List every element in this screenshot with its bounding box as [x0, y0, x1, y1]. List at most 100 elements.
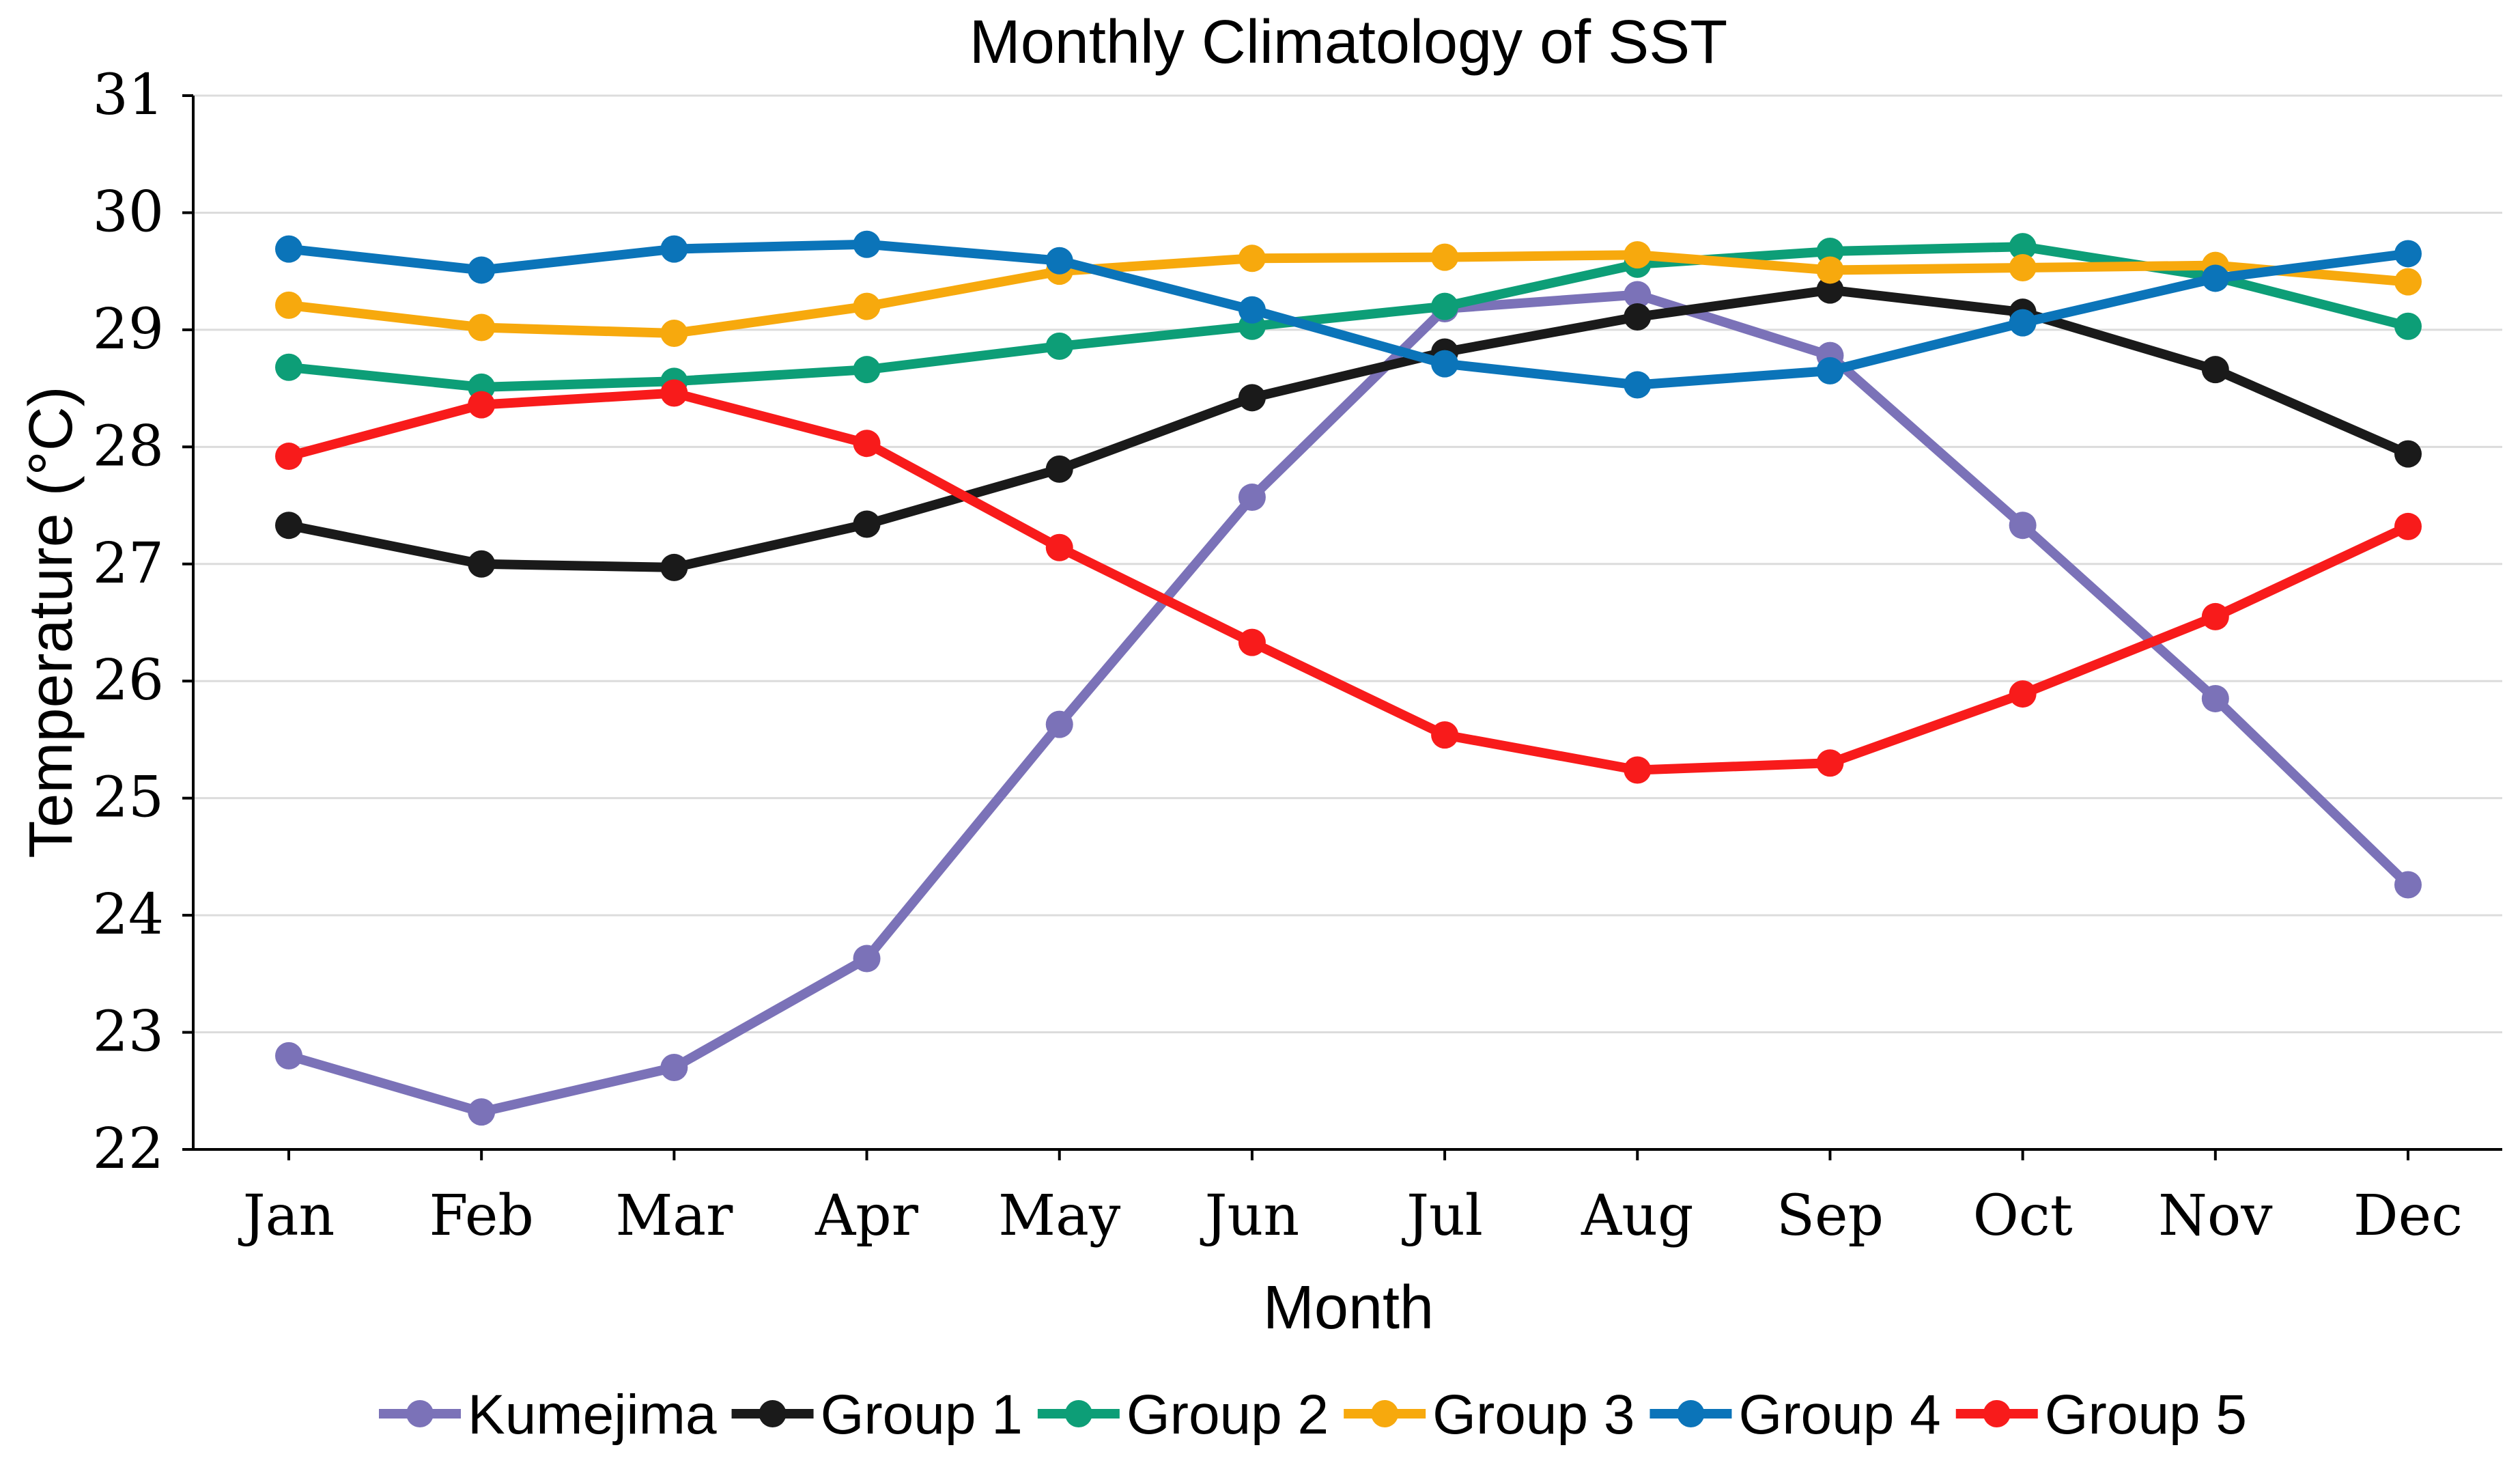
x-tick-label: Dec — [2353, 1184, 2463, 1248]
series-group-1 — [275, 276, 2422, 581]
data-point-group-1 — [853, 510, 881, 538]
series-line-kumejima — [284, 290, 2413, 1117]
data-point-group-3 — [2009, 254, 2037, 282]
y-tick-label: 26 — [93, 648, 164, 713]
data-point-group-5 — [853, 430, 881, 458]
legend-swatch-marker — [759, 1400, 787, 1427]
data-point-group-3 — [660, 320, 688, 348]
data-point-group-1 — [660, 553, 688, 581]
x-tick-label: Oct — [1973, 1184, 2073, 1248]
data-point-group-3 — [1238, 244, 1266, 273]
x-tick-label: Jun — [1200, 1184, 1300, 1248]
x-tick-label: Feb — [429, 1184, 533, 1248]
y-tick-label: 30 — [93, 180, 164, 244]
axes — [192, 96, 2502, 1151]
x-tick-label: Aug — [1581, 1184, 1694, 1248]
y-tick-label: 27 — [93, 531, 164, 596]
data-point-group-4 — [2009, 309, 2037, 337]
data-point-group-5 — [1045, 533, 1073, 561]
data-point-kumejima — [1238, 484, 1266, 512]
data-point-group-1 — [2394, 440, 2422, 468]
x-tick-label: Jan — [238, 1184, 335, 1248]
legend-item-group-5: Group 5 — [1955, 1384, 2247, 1446]
legend: Kumejima Group 1 Group 2 Group 3 Group 4 Grou… — [379, 1384, 2247, 1446]
legend-label: Group 3 — [1432, 1384, 1634, 1446]
x-axis-title: Month — [1263, 1274, 1434, 1342]
y-tick-label: 31 — [93, 63, 164, 128]
data-point-group-3 — [1431, 243, 1459, 271]
legend-swatch-marker — [406, 1400, 434, 1427]
data-point-group-4 — [1045, 247, 1073, 275]
data-point-group-5 — [1431, 721, 1459, 749]
y-tick-label: 24 — [93, 882, 164, 947]
series-group-4 — [275, 230, 2422, 399]
data-point-group-4 — [1816, 357, 1844, 385]
x-tick-label: Apr — [815, 1184, 919, 1248]
data-point-group-1 — [1238, 384, 1266, 412]
legend-item-group-4: Group 4 — [1650, 1384, 1941, 1446]
data-point-group-5 — [2201, 602, 2229, 630]
data-point-group-1 — [1045, 455, 1073, 483]
data-point-kumejima — [2009, 512, 2037, 540]
data-point-kumejima — [660, 1053, 688, 1081]
data-point-group-3 — [1624, 241, 1652, 269]
legend-item-group-3: Group 3 — [1344, 1384, 1634, 1446]
data-point-group-4 — [468, 256, 496, 284]
data-point-kumejima — [853, 945, 881, 973]
data-point-group-1 — [275, 512, 302, 540]
legend-item-kumejima: Kumejima — [379, 1384, 717, 1446]
data-point-group-4 — [853, 230, 881, 258]
data-point-group-1 — [1624, 303, 1652, 331]
data-point-kumejima — [2394, 871, 2422, 899]
legend-label: Group 2 — [1127, 1384, 1329, 1446]
data-point-group-4 — [275, 235, 302, 263]
data-point-group-2 — [853, 356, 881, 384]
data-point-group-2 — [1045, 332, 1073, 360]
x-tick-label: Nov — [2158, 1184, 2273, 1248]
y-ticks: 22 23 24 25 26 27 28 29 30 31 — [93, 63, 193, 1182]
data-point-group-1 — [1816, 276, 1844, 304]
data-point-group-5 — [660, 379, 688, 407]
chart-title: Monthly Climatology of SST — [969, 8, 1727, 76]
data-point-group-5 — [2394, 512, 2422, 540]
data-point-group-5 — [1816, 749, 1844, 777]
series-kumejima — [275, 281, 2422, 1126]
data-point-group-4 — [2394, 240, 2422, 268]
data-point-group-5 — [2009, 680, 2037, 708]
legend-swatch-marker — [1677, 1400, 1705, 1427]
legend-swatch-marker — [1983, 1400, 2011, 1427]
data-point-group-3 — [275, 291, 302, 319]
series-group-5 — [275, 379, 2422, 784]
data-point-group-3 — [2394, 268, 2422, 296]
data-point-kumejima — [1045, 710, 1073, 738]
data-point-group-4 — [1238, 296, 1266, 324]
series-group-2 — [275, 233, 2422, 401]
legend-swatch-marker — [1064, 1400, 1092, 1427]
x-tick-label: Mar — [615, 1184, 733, 1248]
series-line-group-4 — [284, 239, 2413, 390]
data-point-group-5 — [275, 443, 302, 471]
data-point-group-3 — [853, 292, 881, 320]
y-tick-label: 28 — [93, 414, 164, 479]
data-point-kumejima — [1624, 281, 1652, 309]
data-point-group-1 — [2201, 356, 2229, 384]
series-line-group-1 — [284, 285, 2413, 572]
legend-item-group-1: Group 1 — [731, 1384, 1023, 1446]
data-point-group-2 — [2009, 233, 2037, 261]
data-point-group-2 — [1816, 238, 1844, 266]
data-point-group-3 — [468, 313, 496, 341]
y-axis-title: Temperature (°C) — [17, 386, 85, 858]
x-ticks: Jan Feb Mar Apr May Jun Jul Aug Sep Oct Nov Dec — [238, 1149, 2463, 1248]
data-point-group-2 — [275, 353, 302, 381]
series-lines — [275, 230, 2422, 1126]
data-point-kumejima — [468, 1098, 496, 1126]
legend-label: Kumejima — [468, 1384, 717, 1446]
data-point-group-4 — [2201, 264, 2229, 292]
x-tick-label: Jul — [1402, 1184, 1483, 1248]
data-point-kumejima — [2201, 684, 2229, 712]
x-tick-label: Sep — [1776, 1184, 1884, 1248]
data-point-group-2 — [2394, 312, 2422, 340]
data-point-group-1 — [468, 550, 496, 578]
